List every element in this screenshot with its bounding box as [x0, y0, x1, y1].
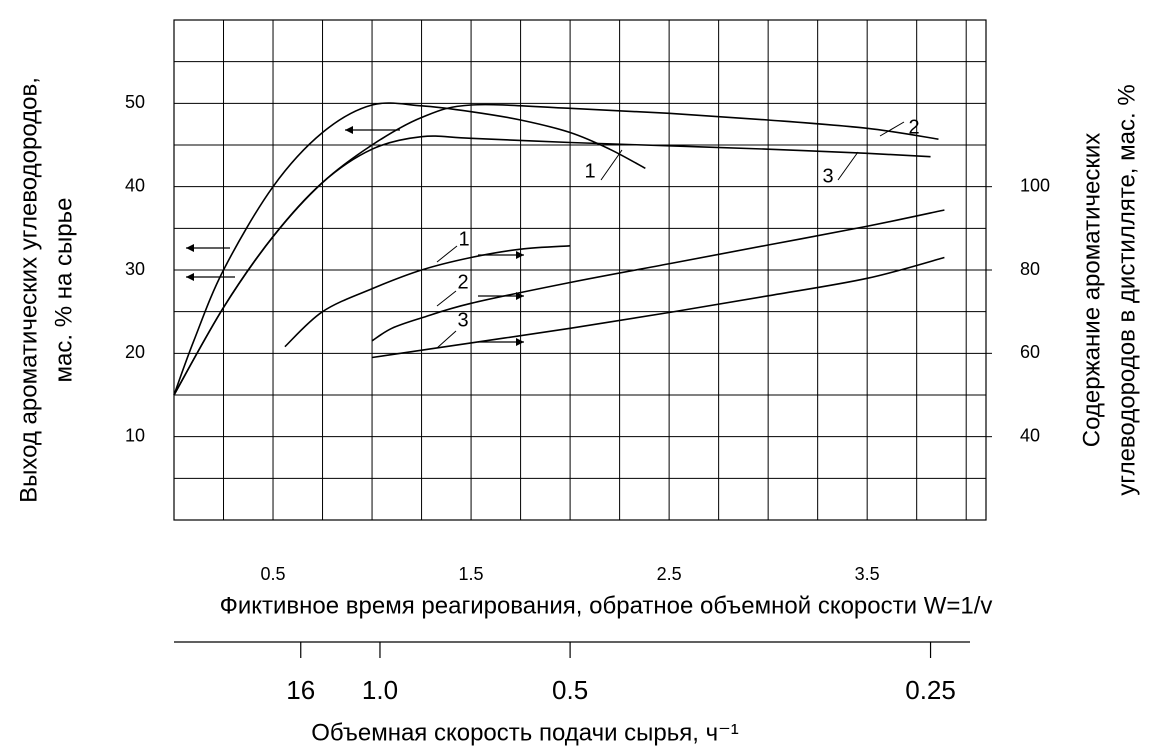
series-line — [371, 209, 945, 342]
series-line — [173, 135, 931, 396]
curve-label: 2 — [457, 271, 468, 293]
x2-tick-label: 0.25 — [905, 675, 956, 705]
leader — [436, 290, 457, 307]
y2-tick-label: 100 — [1020, 175, 1050, 195]
curve-label: 1 — [458, 228, 469, 250]
arrows — [186, 126, 524, 346]
x-tick-label: 0.5 — [261, 564, 286, 584]
y-axis-title: Выход ароматических углеводородов, — [15, 77, 42, 503]
y2-tick-label: 80 — [1020, 259, 1040, 279]
curve-label: 3 — [457, 309, 468, 331]
x-tick-label: 2.5 — [657, 564, 682, 584]
x-axis-title: Фиктивное время реагирования, обратное о… — [220, 592, 993, 619]
y2-tick-label: 60 — [1020, 342, 1040, 362]
series-line — [371, 256, 945, 359]
x2-axis-title: Объемная скорость подачи сырья, ч⁻¹ — [311, 719, 739, 746]
y-tick-label: 20 — [125, 342, 145, 362]
y2-axis-title: углеводородов в дистилляте, мас. % — [1113, 84, 1140, 495]
y-tick-label: 10 — [125, 425, 145, 445]
leader — [600, 149, 623, 181]
y-axis-title: мас. % на сырье — [50, 198, 77, 383]
x-tick-label: 3.5 — [855, 564, 880, 584]
y-tick-label: 50 — [125, 92, 145, 112]
x-tick-label: 1.5 — [459, 564, 484, 584]
leader — [837, 151, 859, 181]
x2-tick-label: 0.5 — [552, 675, 588, 705]
y2-tick-label: 40 — [1020, 425, 1040, 445]
curve-label: 1 — [584, 160, 595, 182]
series-line — [284, 245, 571, 348]
y-tick-label: 30 — [125, 259, 145, 279]
leader — [879, 121, 905, 137]
leader — [436, 245, 458, 263]
series-line — [173, 103, 939, 396]
leaders — [436, 121, 905, 349]
series-line — [173, 102, 646, 396]
y2-axis-title: Содержание ароматических — [1078, 133, 1105, 447]
y-tick-label: 40 — [125, 175, 145, 195]
curve-label: 3 — [822, 165, 833, 187]
leader — [436, 330, 457, 349]
curve-label: 2 — [908, 116, 919, 138]
x2-tick-label: 16 — [286, 675, 315, 705]
x2-tick-label: 1.0 — [362, 675, 398, 705]
